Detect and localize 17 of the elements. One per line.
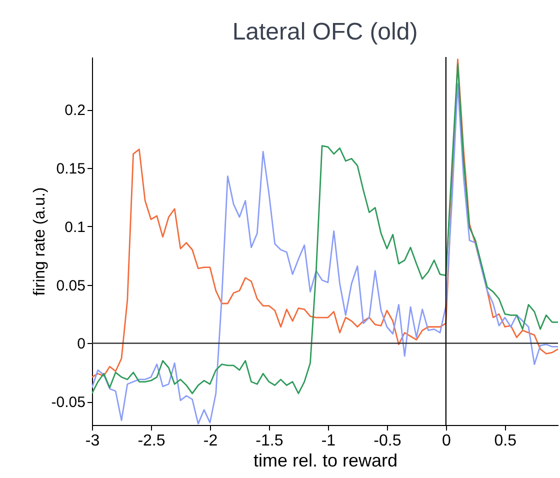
y-tick-label: -0.05 <box>51 394 86 412</box>
y-axis-title: firing rate (a.u.) <box>31 187 48 296</box>
x-tick-label: 0 <box>442 432 451 450</box>
y-tick-label: 0.05 <box>56 277 86 294</box>
x-tick-label: -0.5 <box>374 432 402 450</box>
y-tick-label: 0 <box>77 336 86 353</box>
x-tick-label: -1 <box>321 432 336 450</box>
chart-title: Lateral OFC (old) <box>232 18 418 46</box>
y-tick-label: 0.2 <box>64 102 86 120</box>
x-tick-label: -3 <box>85 432 100 450</box>
x-tick-label: -2 <box>203 432 218 450</box>
x-tick-label: -2.5 <box>138 432 166 450</box>
y-tick-label: 0.1 <box>64 218 86 236</box>
y-tick-label: 0.15 <box>56 160 86 178</box>
x-axis-title: time rel. to reward <box>253 450 398 470</box>
x-tick-label: -1.5 <box>256 432 284 450</box>
x-tick-label: 0.5 <box>494 432 517 450</box>
